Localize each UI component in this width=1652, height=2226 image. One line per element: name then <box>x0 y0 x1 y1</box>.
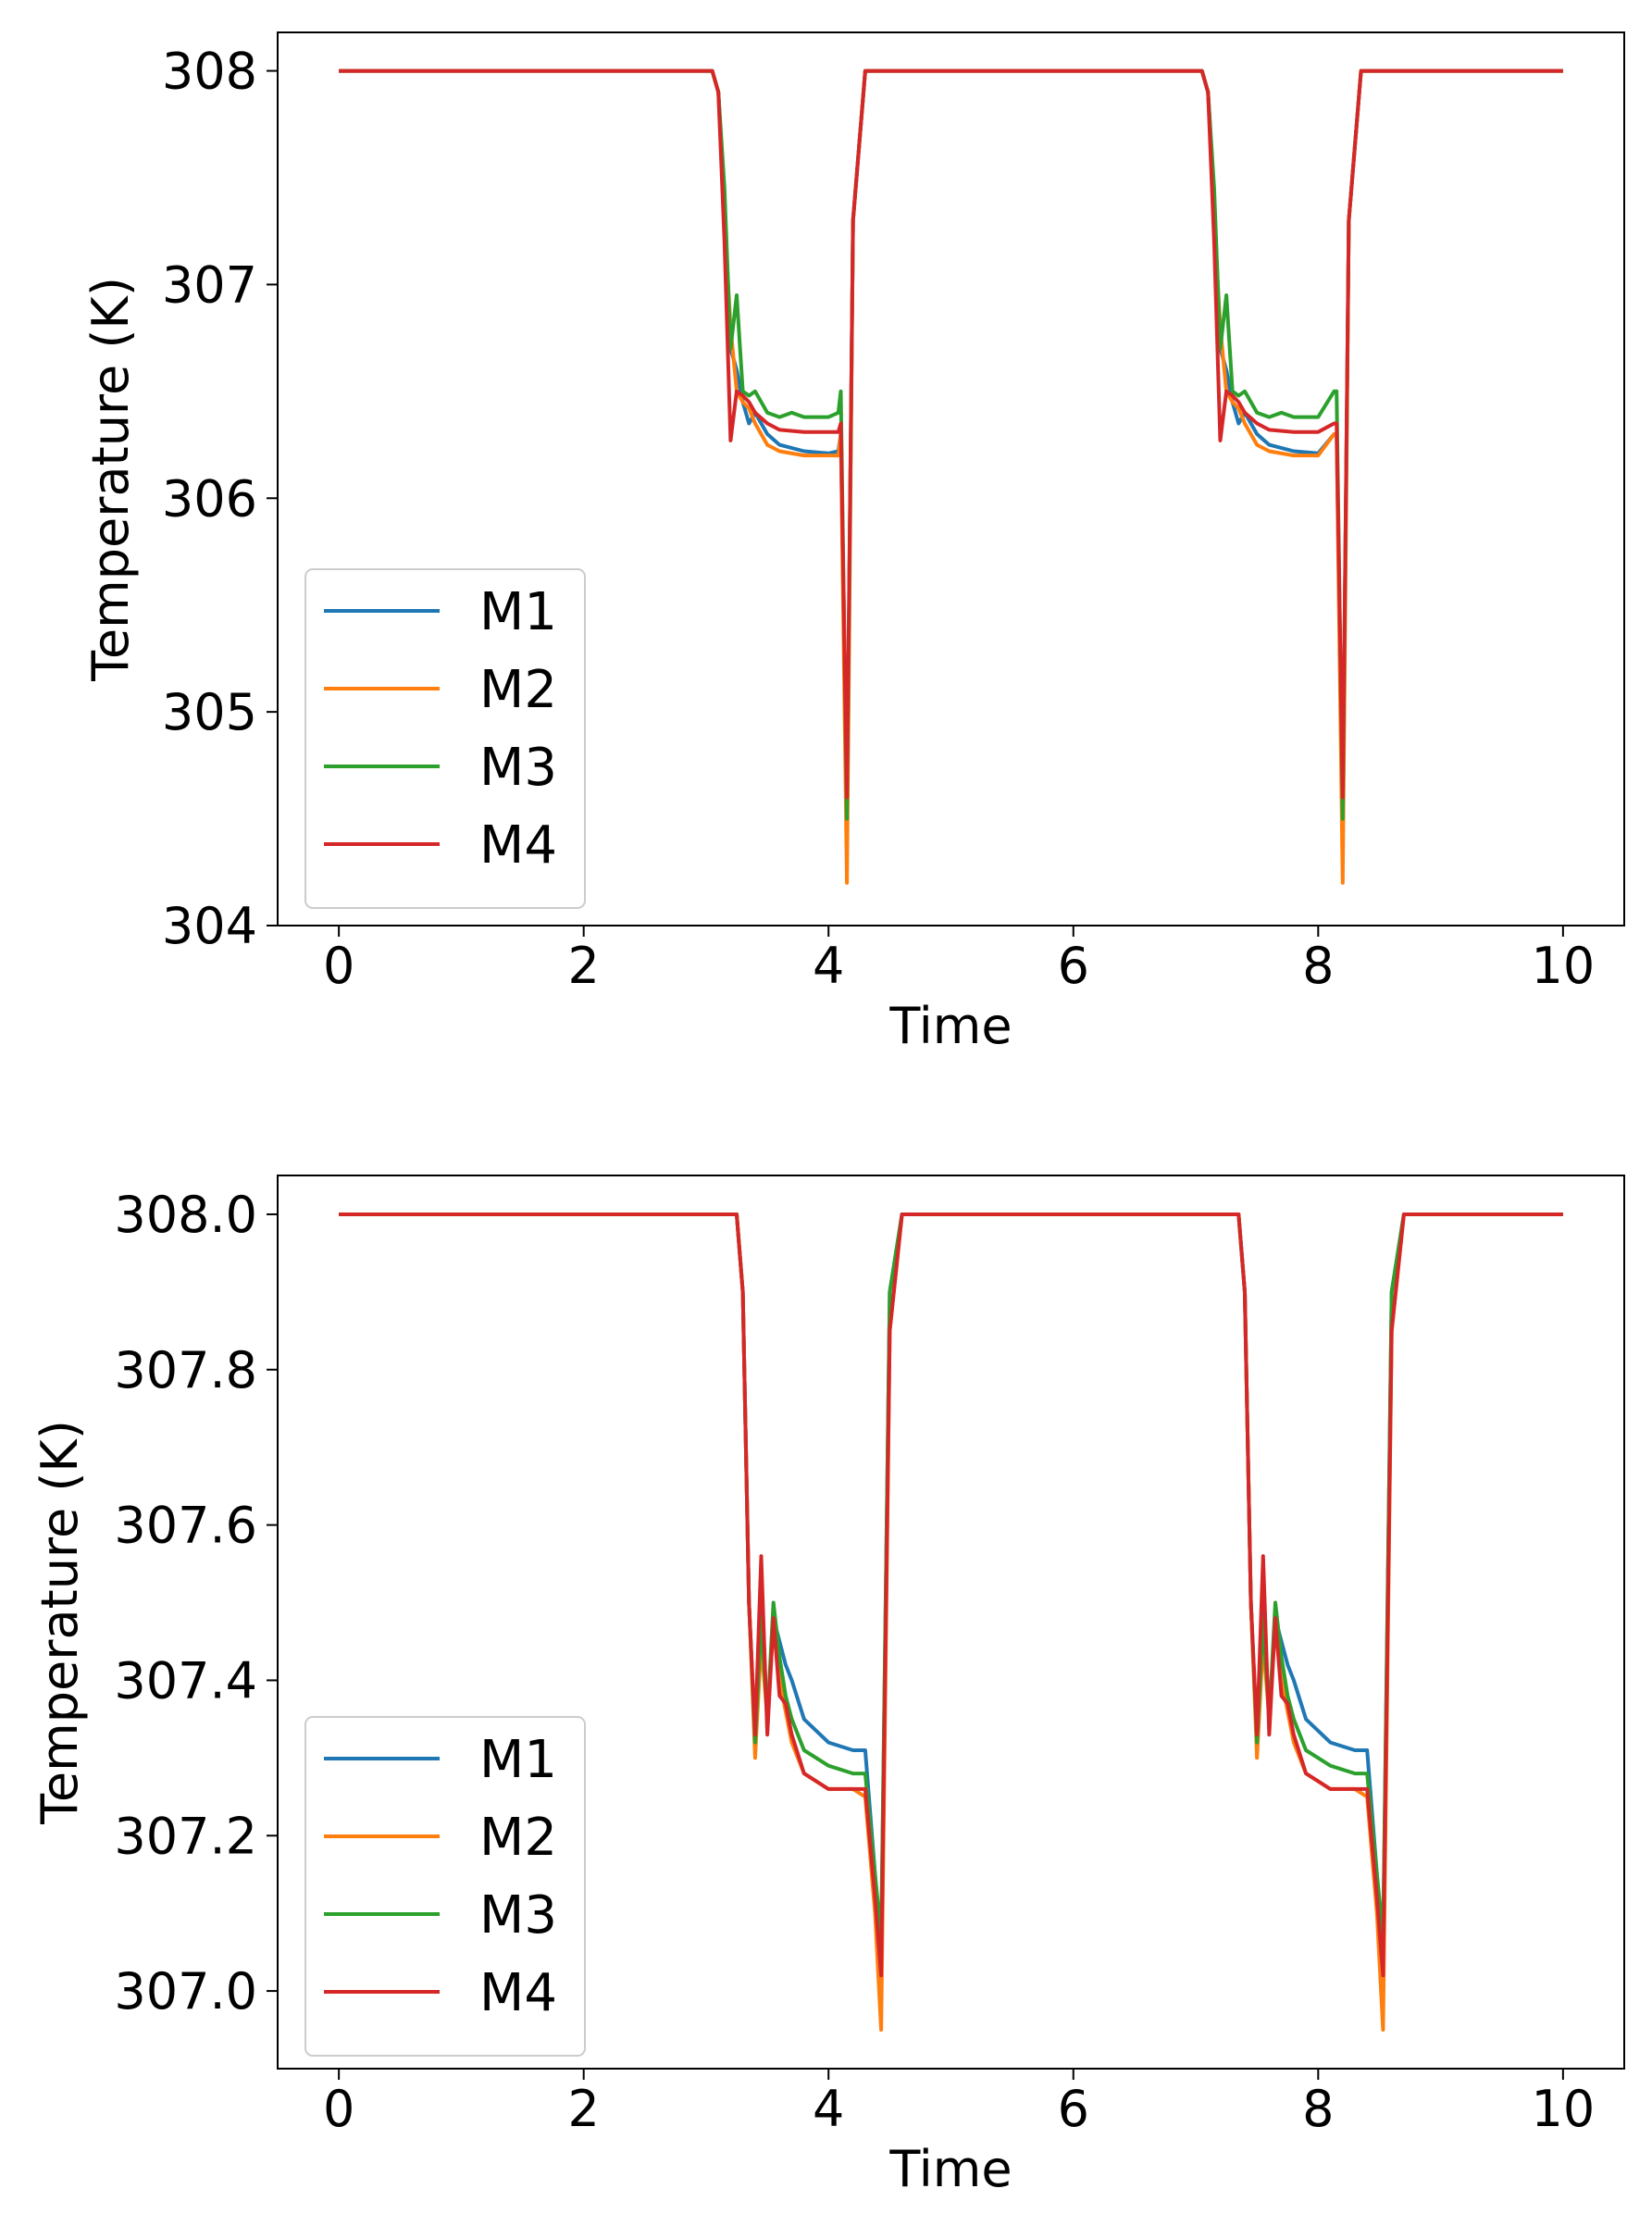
y-tick-label: 307.4 <box>114 1651 257 1710</box>
x-tick-label: 6 <box>1058 937 1089 995</box>
legend-label-m2: M2 <box>479 660 557 720</box>
x-tick-label: 4 <box>813 937 844 995</box>
legend-box <box>304 568 586 909</box>
x-axis-label: Time <box>888 2140 1012 2198</box>
x-tick-label: 4 <box>813 2080 844 2138</box>
y-tick-label: 308 <box>162 43 257 101</box>
y-axis-label: Temperature (K) <box>31 1420 89 1825</box>
y-tick-label: 307 <box>162 255 257 314</box>
y-tick-label: 307.8 <box>114 1341 257 1399</box>
y-tick-label: 307.0 <box>114 1962 257 2021</box>
y-tick-label: 305 <box>162 683 257 741</box>
legend-label-m1: M1 <box>479 582 557 642</box>
legend-label-m4: M4 <box>479 815 557 876</box>
x-tick-label: 0 <box>323 2080 354 2138</box>
legend-label-m1: M1 <box>479 1730 557 1790</box>
plot-frame <box>277 31 1625 926</box>
legend-box <box>304 1716 586 2057</box>
x-tick-label: 10 <box>1532 937 1596 995</box>
y-tick-label: 307.2 <box>114 1807 257 1865</box>
y-tick-label: 304 <box>162 897 257 955</box>
x-axis-label: Time <box>888 997 1012 1055</box>
chart-panel-1: 0 2 4 6 8 10 304 305 306 307 308 Time Temperature (K… <box>81 31 1625 1055</box>
x-tick-label: 10 <box>1532 2080 1596 2138</box>
chart-panel-2: 0 2 4 6 8 10 307.0 307.2 307.4 307.6 307.8 308.0 Tim… <box>31 1175 1625 2198</box>
x-tick-label: 2 <box>568 2080 600 2138</box>
y-tick-label: 308.0 <box>114 1186 257 1244</box>
legend-label-m2: M2 <box>479 1808 557 1868</box>
legend-label-m3: M3 <box>479 738 557 798</box>
series-line-m4 <box>339 68 1563 800</box>
x-tick-label: 6 <box>1058 2080 1089 2138</box>
y-tick-label: 307.6 <box>114 1497 257 1555</box>
x-tick-label: 2 <box>568 937 600 995</box>
legend-label-m3: M3 <box>479 1885 557 1946</box>
y-tick-label: 306 <box>162 469 257 528</box>
x-tick-label: 8 <box>1302 2080 1334 2138</box>
y-axis-label: Temperature (K) <box>81 277 140 682</box>
series-line-m4 <box>339 1212 1563 1978</box>
x-tick-label: 8 <box>1302 937 1334 995</box>
legend-label-m4: M4 <box>479 1963 557 2023</box>
plot-frame <box>277 1175 1625 2070</box>
x-tick-label: 0 <box>323 937 354 995</box>
